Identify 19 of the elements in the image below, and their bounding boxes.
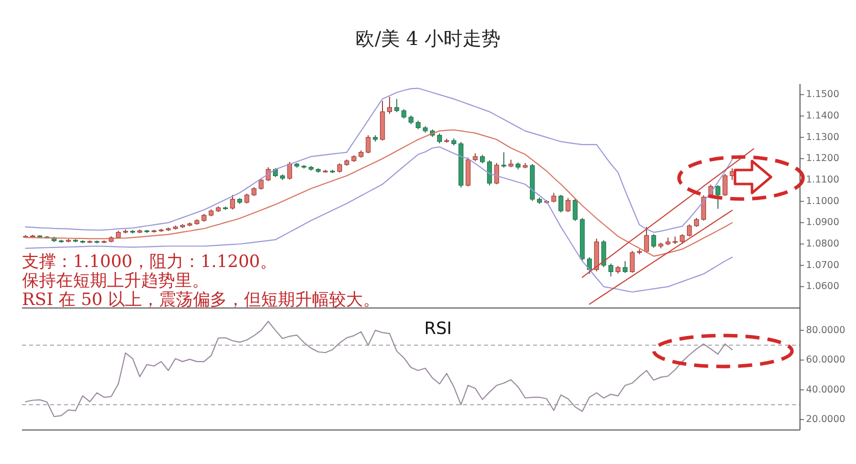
y-tick-label: 60.0000 (806, 354, 846, 366)
y-tick-label: 1.1300 (806, 132, 840, 143)
y-tick-label: 1.0800 (806, 238, 840, 250)
y-tick-label: 80.0000 (806, 324, 846, 336)
annotation: 保持在短期上升趋势里。 (22, 271, 209, 291)
y-tick-label: 1.0700 (806, 260, 840, 271)
y-tick-label: 1.1400 (806, 110, 840, 122)
y-tick-label: 1.0900 (806, 217, 840, 228)
y-tick-label: 1.0600 (806, 281, 840, 292)
y-tick-label: 1.1000 (806, 196, 840, 207)
y-tick-label: 1.1500 (806, 89, 840, 100)
y-tick-label: 40.0000 (806, 384, 846, 396)
chart-title: 欧/美 4 小时走势 (356, 28, 500, 50)
y-tick-label: 1.1100 (806, 174, 840, 186)
y-tick-label: 1.1200 (806, 153, 840, 164)
annotation: 支撑：1.1000，阻力：1.1200。 (22, 252, 277, 272)
annotation: RSI 在 50 以上，震荡偏多，但短期升幅较大。 (22, 290, 380, 310)
text: RSI (424, 319, 452, 339)
y-tick-label: 20.0000 (806, 414, 846, 426)
